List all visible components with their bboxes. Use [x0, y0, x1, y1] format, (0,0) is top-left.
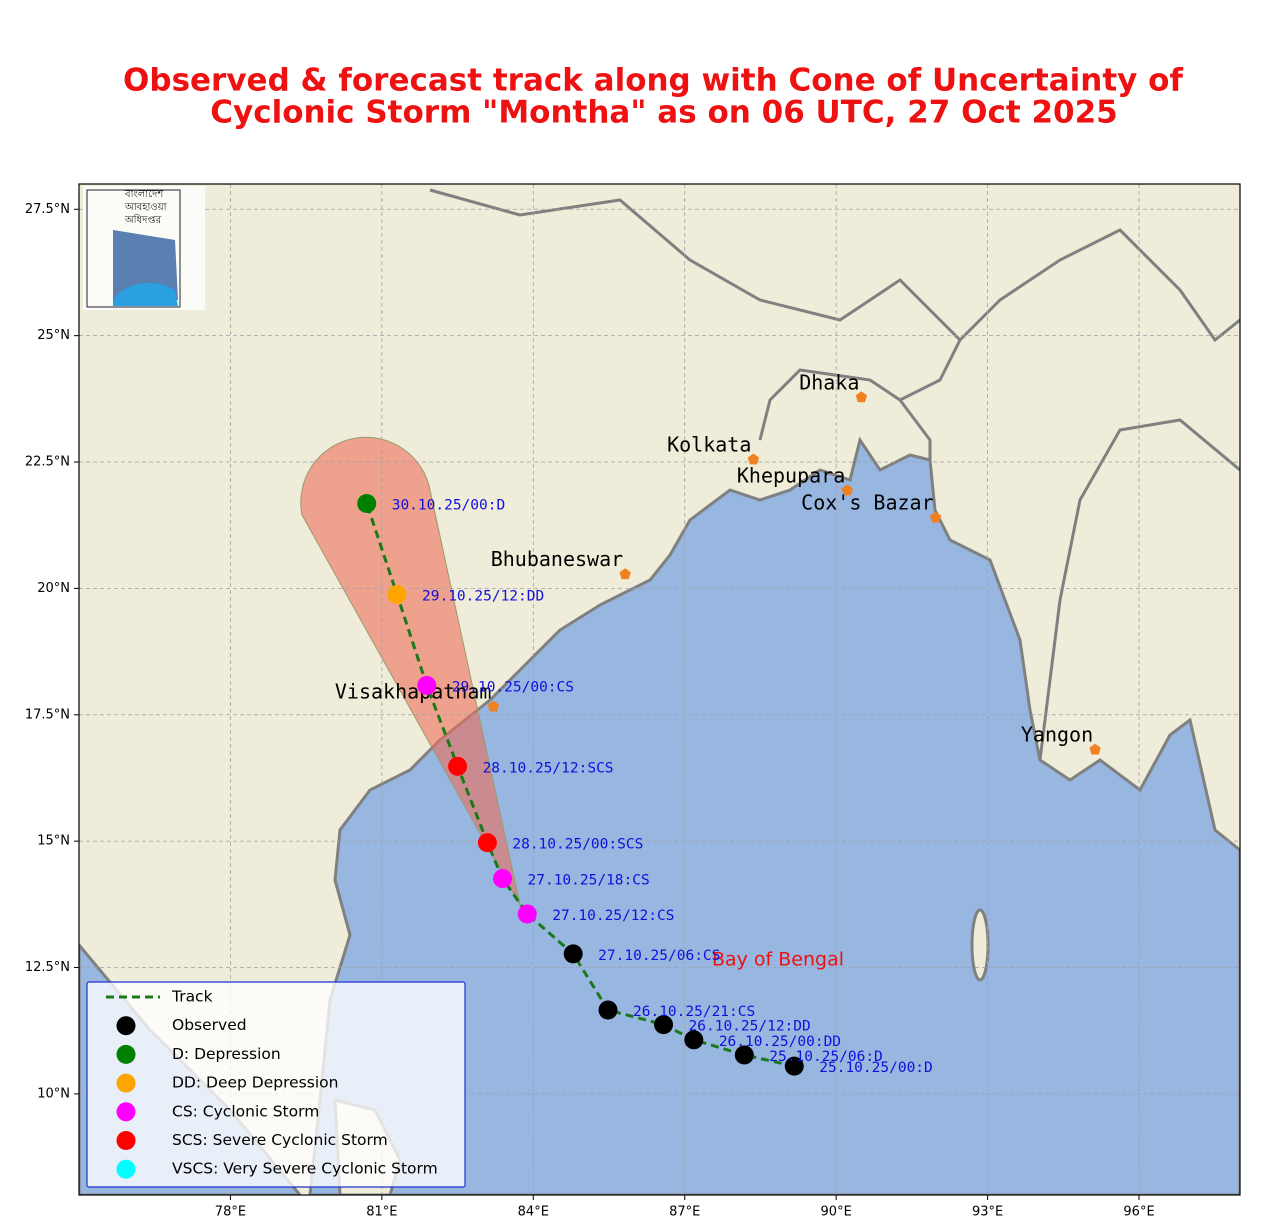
track-point-label: 27.10.25/12:CS	[552, 908, 674, 924]
city-label: Khepupara	[737, 463, 845, 487]
lat-tick-label: 27.5°N	[25, 202, 70, 217]
legend-label: SCS: Severe Cyclonic Storm	[172, 1131, 388, 1149]
track-point-label: 26.10.25/21:CS	[633, 1004, 755, 1020]
lat-tick-label: 12.5°N	[25, 960, 70, 975]
logo-emblem	[113, 282, 178, 306]
track-point	[417, 675, 437, 695]
title-line: Observed & forecast track along with Con…	[123, 63, 1183, 99]
track-point-label: 26.10.25/00:DD	[719, 1034, 841, 1050]
lat-tick-label: 22.5°N	[25, 455, 70, 470]
lat-tick-label: 25°N	[37, 328, 70, 343]
city-label: Cox's Bazar	[801, 491, 933, 515]
track-point-label: 25.10.25/06:D	[769, 1049, 883, 1065]
lon-tick-label: 78°E	[215, 1205, 246, 1220]
track-point-label: 28.10.25/12:SCS	[483, 760, 614, 776]
logo-text: বাংলাদেশ	[124, 189, 164, 200]
track-point	[784, 1056, 804, 1076]
logo: বাংলাদেশ আবহাওয়া অধিদপ্তর	[83, 186, 205, 310]
legend-marker	[116, 1159, 136, 1179]
legend-label: VSCS: Very Severe Cyclonic Storm	[172, 1160, 438, 1178]
city-marker	[619, 568, 631, 580]
title-line: Cyclonic Storm "Montha" as on 06 UTC, 27…	[210, 95, 1118, 131]
track-point-label: 27.10.25/18:CS	[528, 873, 650, 889]
city-marker	[1089, 743, 1101, 755]
lon-tick-label: 84°E	[518, 1205, 549, 1220]
city-label: Visakhapatnam	[335, 680, 492, 704]
city-label: Dhaka	[799, 370, 859, 394]
track-point	[684, 1030, 704, 1050]
track-point-label: 25.10.25/00:D	[819, 1060, 933, 1076]
sea-label: Bay of Bengal	[712, 949, 844, 971]
track-point-label: 26.10.25/12:DD	[689, 1019, 811, 1035]
legend-marker	[116, 1102, 136, 1122]
track-point	[563, 944, 583, 964]
track-point-label: 29.10.25/12:DD	[422, 588, 544, 604]
legend-box	[86, 981, 466, 1188]
track-point	[448, 756, 468, 776]
lon-tick-label: 90°E	[821, 1205, 852, 1220]
map-frame	[78, 183, 1241, 1196]
legend-label: Track	[171, 988, 213, 1006]
city-label: Kolkata	[667, 432, 751, 456]
city-label: Yangon	[1021, 723, 1093, 747]
lat-tick-label: 17.5°N	[25, 707, 70, 722]
lat-tick-label: 20°N	[37, 581, 70, 596]
lat-tick-label: 15°N	[37, 834, 70, 849]
lon-tick-label: 93°E	[972, 1205, 1003, 1220]
logo-text: অধিদপ্তর	[124, 214, 162, 226]
city-marker	[855, 391, 868, 403]
track-point-label: 29.10.25/00:CS	[452, 679, 574, 695]
track-point-label: 30.10.25/00:D	[392, 497, 506, 513]
legend-marker	[116, 1044, 136, 1064]
track-point	[357, 493, 377, 513]
legend-label: DD: Deep Depression	[172, 1074, 338, 1092]
cone-of-uncertainty	[300, 436, 521, 906]
island	[970, 908, 990, 982]
city-marker	[747, 453, 760, 465]
legend-label: CS: Cyclonic Storm	[172, 1102, 319, 1120]
track-point-label: 28.10.25/00:SCS	[512, 837, 643, 853]
border	[429, 188, 1240, 761]
legend-label: D: Depression	[172, 1045, 281, 1063]
track-point-label: 27.10.25/06:CS	[598, 948, 720, 964]
legend-label: Observed	[172, 1016, 247, 1034]
logo-border	[86, 189, 181, 308]
track-point	[387, 584, 407, 604]
city-marker	[841, 484, 853, 496]
logo-emblem	[113, 230, 178, 300]
city-marker	[929, 511, 942, 523]
city-marker	[487, 700, 500, 712]
lon-tick-label: 81°E	[366, 1205, 397, 1220]
track-point	[493, 869, 513, 889]
city-label: Bhubaneswar	[491, 547, 623, 571]
track-point	[517, 904, 537, 924]
track-point	[598, 1000, 618, 1020]
legend-marker	[116, 1016, 136, 1036]
track-point	[477, 833, 497, 853]
track-point	[734, 1045, 754, 1065]
lat-tick-label: 10°N	[37, 1086, 70, 1101]
lon-tick-label: 87°E	[669, 1205, 700, 1220]
logo-text: আবহাওয়া	[124, 202, 168, 213]
legend-marker	[116, 1131, 136, 1150]
track-point	[654, 1015, 674, 1035]
legend-marker	[116, 1073, 136, 1093]
lon-tick-label: 96°E	[1123, 1205, 1154, 1220]
sea	[308, 436, 1240, 1195]
